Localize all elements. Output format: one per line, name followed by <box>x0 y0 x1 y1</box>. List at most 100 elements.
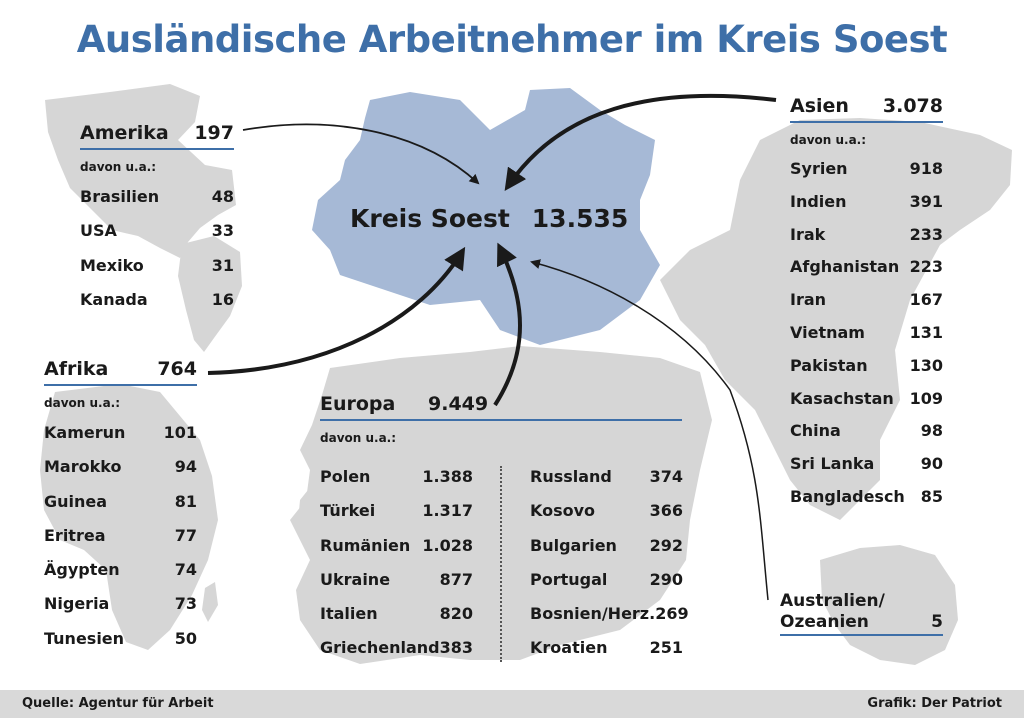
country-value: 109 <box>909 388 943 408</box>
country-list: Syrien 918 Indien 391 Irak 233 Afghanistan 223 I… <box>790 153 943 514</box>
uk-shape <box>298 485 326 532</box>
country-row: Guinea 81 <box>44 485 197 519</box>
region-total: 5 <box>931 612 943 632</box>
page-title: Ausländische Arbeitnehmer im Kreis Soest <box>76 18 948 61</box>
country-row: Afghanistan 223 <box>790 251 943 284</box>
region-total: 3.078 <box>882 95 943 117</box>
country-name: Nigeria <box>44 594 110 614</box>
region-asien: Asien 3.078 davon u.a.: Syrien 918 Indien 3… <box>790 95 943 514</box>
country-row: Mexiko 31 <box>80 249 234 283</box>
region-name: Asien <box>790 95 849 117</box>
graphic-credit: Grafik: Der Patriot <box>867 696 1002 711</box>
country-value: 48 <box>211 187 234 206</box>
country-name: Portugal <box>530 569 608 589</box>
country-value: 33 <box>211 221 234 241</box>
region-header: Asien 3.078 <box>790 95 943 123</box>
country-row: Portugal 290 <box>530 563 683 597</box>
country-list: Russland 374 Kosovo 366 Bulgarien 292 Portugal… <box>530 460 689 666</box>
country-row: Irak 233 <box>790 219 943 252</box>
region-name-line2: Ozeanien <box>780 612 869 632</box>
country-name: Tunesien <box>44 628 125 648</box>
country-name: Türkei <box>320 501 376 521</box>
country-name: Iran <box>790 290 827 310</box>
country-value: 167 <box>909 290 943 310</box>
country-row: Tunesien 50 <box>44 622 197 656</box>
davon-label: davon u.a.: <box>44 396 121 410</box>
country-value: 366 <box>649 501 683 521</box>
arrow-europa <box>493 242 522 407</box>
country-value: 98 <box>920 421 943 441</box>
country-name: Marokko <box>44 457 122 477</box>
country-value: 77 <box>174 525 197 545</box>
madagascar-shape <box>202 582 218 622</box>
region-afrika: Afrika 764 davon u.a.: Kamerun 101 Marokko… <box>44 358 197 656</box>
country-value: 251 <box>649 638 683 658</box>
arrow-ozeanien <box>530 259 769 601</box>
country-value: 131 <box>909 322 943 342</box>
country-row: Brasilien 48 <box>80 180 234 214</box>
country-row: Kanada 16 <box>80 283 234 317</box>
region-name-line1: Australien/ <box>780 591 885 611</box>
kreis-soest-total: 13.535 <box>531 204 629 233</box>
country-name: Indien <box>790 191 847 211</box>
country-row: USA 33 <box>80 214 234 248</box>
arrow-afrika <box>207 246 466 375</box>
region-total: 9.449 <box>428 393 489 415</box>
country-value: 223 <box>909 257 943 277</box>
country-row: Kasachstan 109 <box>790 383 943 416</box>
country-list: Polen 1.388 Türkei 1.317 Rumänien 1.028 Ukrain… <box>320 460 473 666</box>
country-name: Brasilien <box>80 187 160 206</box>
region-header: Afrika 764 <box>44 358 197 386</box>
country-name: Italien <box>320 604 378 624</box>
country-name: Griechenland <box>320 638 440 658</box>
country-value: 820 <box>439 604 473 624</box>
country-row: Bulgarien 292 <box>530 529 683 563</box>
region-name: Afrika <box>44 358 109 380</box>
country-list: Kamerun 101 Marokko 94 Guinea 81 Eritrea 77 Ägyp… <box>44 416 197 656</box>
country-row: Pakistan 130 <box>790 350 943 383</box>
country-row: Italien 820 <box>320 597 473 631</box>
country-row: Polen 1.388 <box>320 460 473 494</box>
country-name: Sri Lanka <box>790 454 875 474</box>
country-row: Indien 391 <box>790 186 943 219</box>
region-header: Amerika 197 <box>80 122 234 150</box>
region-header: Ozeanien 5 <box>780 612 943 636</box>
country-name: Bulgarien <box>530 535 617 555</box>
davon-label: davon u.a.: <box>320 431 397 445</box>
country-value: 85 <box>920 486 943 506</box>
country-row: Kamerun 101 <box>44 416 197 450</box>
country-row: Russland 374 <box>530 460 683 494</box>
country-name: Afghanistan <box>790 257 900 277</box>
country-row: Kroatien 251 <box>530 631 683 665</box>
region-header: Europa 9.449 <box>320 393 682 421</box>
country-name: Ukraine <box>320 569 391 589</box>
column-divider <box>500 466 502 662</box>
africa-shape <box>40 384 218 650</box>
country-value: 918 <box>909 159 943 178</box>
asia-shape <box>660 118 1012 520</box>
region-amerika: Amerika 197 davon u.a.: Brasilien 48 USA 33… <box>80 122 234 317</box>
country-row: Türkei 1.317 <box>320 494 473 528</box>
davon-label: davon u.a.: <box>790 133 867 147</box>
region-ozeanien: Australien/ Ozeanien 5 <box>780 590 943 636</box>
north-america-shape <box>45 84 236 258</box>
country-name: Kosovo <box>530 501 596 521</box>
country-row: China 98 <box>790 415 943 448</box>
kreis-soest-label: Kreis Soest 13.535 <box>350 204 650 233</box>
country-name: Mexiko <box>80 255 144 275</box>
country-row: Bangladesch 85 <box>790 481 943 514</box>
country-value: 877 <box>439 569 473 589</box>
country-row: Syrien 918 <box>790 153 943 186</box>
country-value: 1.317 <box>422 501 473 521</box>
country-row: Sri Lanka 90 <box>790 448 943 481</box>
country-name: Guinea <box>44 491 108 511</box>
country-row: Rumänien 1.028 <box>320 529 473 563</box>
country-row: Ägypten 74 <box>44 553 197 587</box>
country-row: Nigeria 73 <box>44 587 197 621</box>
davon-label: davon u.a.: <box>80 160 157 174</box>
kreis-soest-shape <box>312 88 660 345</box>
country-row: Ukraine 877 <box>320 563 473 597</box>
country-value: 290 <box>649 569 683 589</box>
country-row: Eritrea 77 <box>44 519 197 553</box>
region-name: Amerika <box>80 122 169 144</box>
